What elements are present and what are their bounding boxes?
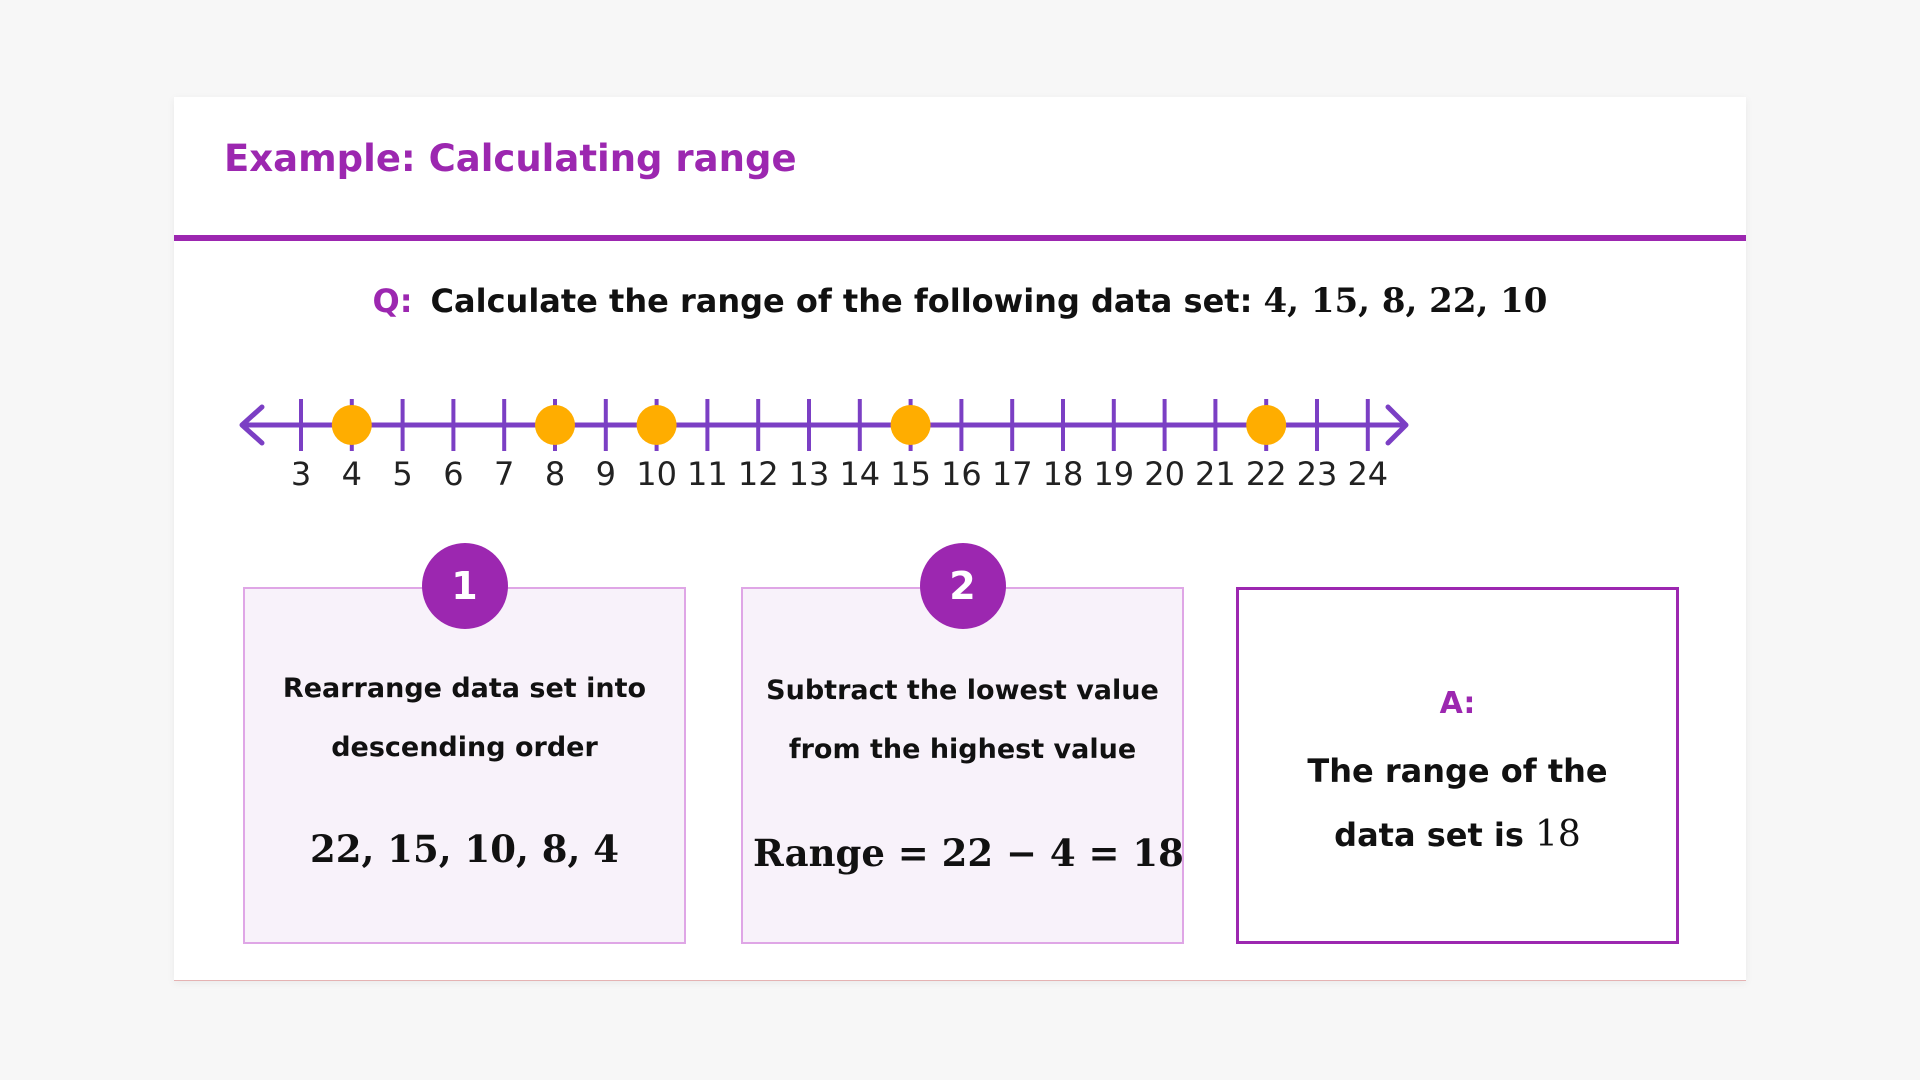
page-title: Example: Calculating range <box>224 137 797 180</box>
data-point-10 <box>636 405 677 445</box>
tick-label-19: 19 <box>1093 455 1134 493</box>
step-2-line-1: Subtract the lowest value <box>766 675 1159 706</box>
question-text: Calculate the range of the following dat… <box>430 282 1253 320</box>
title-divider <box>174 235 1746 241</box>
data-point-8 <box>535 405 575 445</box>
tick-label-13: 13 <box>789 455 830 493</box>
data-point-4 <box>331 405 372 445</box>
step-1-box: 1 Rearrange data set into descending ord… <box>243 543 686 944</box>
question-data-set: 4, 15, 8, 22, 10 <box>1263 281 1548 321</box>
tick-label-20: 20 <box>1144 455 1185 493</box>
tick-label-23: 23 <box>1297 455 1338 493</box>
step-1-badge: 1 <box>421 543 508 629</box>
tick-label-5: 5 <box>392 455 412 493</box>
tick-label-17: 17 <box>992 455 1033 493</box>
tick-label-4: 4 <box>342 455 362 493</box>
tick-label-8: 8 <box>545 455 565 493</box>
tick-label-16: 16 <box>941 455 982 493</box>
step-2-instruction: Subtract the lowest value from the highe… <box>763 661 1162 779</box>
answer-line-2-text: data set is <box>1334 816 1524 854</box>
answer-line-1: The range of the <box>1307 752 1608 790</box>
tick-label-7: 7 <box>494 455 514 493</box>
answer-line-2: data set is 18 <box>1259 803 1656 867</box>
step-1-result: 22, 15, 10, 8, 4 <box>309 827 619 871</box>
step-2-box: 2 Subtract the lowest value from the hig… <box>741 543 1184 944</box>
answer-label: A: <box>1439 686 1476 721</box>
step-1-line-2: descending order <box>331 732 598 763</box>
left-arrow-icon <box>239 404 265 446</box>
answer-box: A: The range of the data set is 18 <box>1236 587 1679 944</box>
tick-label-11: 11 <box>687 455 728 493</box>
question-label: Q: <box>372 282 413 320</box>
tick-label-21: 21 <box>1195 455 1236 493</box>
tick-label-12: 12 <box>738 455 779 493</box>
data-point-15 <box>890 405 931 445</box>
step-2-badge: 2 <box>919 543 1006 629</box>
step-2-line-2: from the highest value <box>788 734 1137 765</box>
tick-label-3: 3 <box>291 455 311 493</box>
example-card: Example: Calculating range Q: Calculate t… <box>174 97 1746 981</box>
answer-value: 18 <box>1535 814 1581 855</box>
tick-label-18: 18 <box>1043 455 1084 493</box>
tick-label-24: 24 <box>1347 455 1388 493</box>
right-arrow-icon <box>1385 404 1409 446</box>
data-point-22 <box>1246 405 1287 445</box>
answer-text: The range of the data set is 18 <box>1259 740 1656 867</box>
number-line: 3 4 5 6 7 8 9 10 11 12 13 14 15 16 17 18 19 20 21 22 23 24 <box>239 399 1409 493</box>
tick-label-22: 22 <box>1246 455 1287 493</box>
tick-label-15: 15 <box>890 455 931 493</box>
tick-label-14: 14 <box>839 455 880 493</box>
tick-label-10: 10 <box>636 455 677 493</box>
question: Q: Calculate the range of the following d… <box>174 281 1746 321</box>
tick-label-9: 9 <box>596 455 616 493</box>
step-1-line-1: Rearrange data set into <box>282 673 647 704</box>
step-1-instruction: Rearrange data set into descending order <box>265 659 664 777</box>
step-2-result: Range = 22 − 4 = 18 <box>753 831 1184 875</box>
tick-label-6: 6 <box>443 455 463 493</box>
